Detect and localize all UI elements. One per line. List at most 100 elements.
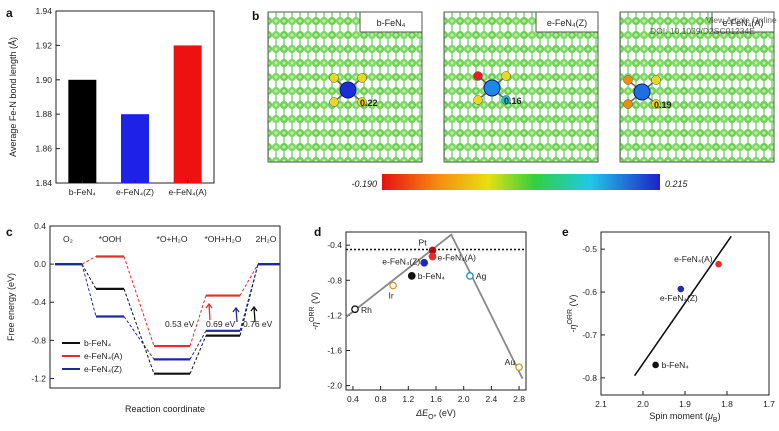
x-tick-label: 2.0 — [458, 394, 470, 404]
connector — [81, 256, 97, 265]
x-tick-label: 1.9 — [679, 399, 691, 409]
watermark-line: View Article Online — [706, 15, 777, 25]
n-atom — [623, 75, 633, 85]
connector — [123, 256, 155, 347]
point-label: e-FeN₄(A) — [674, 254, 713, 264]
data-point — [515, 363, 523, 372]
point-label: Ag — [476, 271, 487, 281]
step-label: O₂ — [63, 234, 73, 244]
n-atom — [329, 97, 339, 107]
barrier-arrowhead — [250, 305, 258, 312]
panel-label-a: a — [6, 6, 13, 20]
spin-correlation-plot-e: 2.1 2.0 1.9 1.8 1.7 -0.5 -0.6 -0.7 -0.8 e-FeN₄(A)… — [567, 231, 775, 424]
x-tick-label: e-FeN₄(A) — [168, 187, 207, 197]
x-tick-label: 1.2 — [402, 394, 414, 404]
y-tick-label: -0.8 — [582, 373, 597, 383]
barrier-label: 0.53 eV — [165, 319, 195, 329]
barrier-arrowhead — [232, 306, 240, 313]
x-tick-label: 2.4 — [485, 394, 497, 404]
data-point — [715, 260, 722, 268]
barrier-label: 0.76 eV — [243, 319, 273, 329]
colorbar-min: -0.190 — [351, 179, 377, 189]
bar — [121, 114, 149, 183]
point-label: b-FeN₄ — [418, 271, 446, 281]
n-atom — [473, 71, 483, 81]
x-tick-label: 1.7 — [763, 399, 775, 409]
y-axis-label: Free energy (eV) — [6, 273, 16, 341]
y-tick-label: -0.8 — [327, 275, 342, 285]
bar — [173, 45, 202, 184]
plot-frame — [49, 225, 281, 389]
x-tick-label: 2.8 — [513, 394, 525, 404]
data-point — [389, 281, 397, 290]
panel-label-b: b — [252, 9, 259, 23]
n-atom — [651, 75, 661, 85]
y-axis-label: -ηORR (V) — [567, 294, 578, 332]
y-tick-label: -0.7 — [582, 330, 597, 340]
legend-label: e-FeN₄(Z) — [84, 364, 122, 374]
free-energy-diagram-c: 0.4 0.0 -0.4 -0.8 -1.2 O₂ *OOH *O+H₂O *OH+H₂O 2H₂… — [6, 221, 281, 414]
point-label: e-FeN₄(Z) — [382, 257, 420, 267]
connector — [123, 316, 155, 360]
structure-label: e-FeN₄(A) — [723, 18, 764, 28]
watermark-line: DOI: 10.1039/D2SC01234E — [650, 26, 755, 36]
y-tick-label: 1.90 — [35, 75, 52, 85]
colorbar — [382, 174, 660, 190]
y-tick-label: -0.5 — [582, 244, 597, 254]
structure-label-box — [711, 11, 775, 33]
structure-label-box — [359, 11, 423, 33]
point-label: Au — [505, 357, 516, 367]
y-tick-label: 1.86 — [35, 144, 52, 154]
step-label: *O+H₂O — [157, 234, 188, 244]
panel-label-e: e — [562, 225, 569, 239]
x-tick-label: 2.0 — [637, 399, 649, 409]
point-label: Ir — [388, 291, 393, 301]
step-label: 2H₂O — [256, 234, 277, 244]
point-label: Pt — [419, 237, 428, 247]
n-atom — [329, 73, 339, 83]
data-point — [652, 361, 659, 369]
legend-label: b-FeN₄ — [84, 338, 112, 348]
point-label: Rh — [361, 305, 372, 315]
data-point — [420, 258, 429, 267]
y-tick-label: 1.84 — [35, 178, 52, 188]
point-label: b-FeN₄ — [662, 360, 690, 370]
data-point — [351, 305, 359, 314]
n-atom — [501, 95, 511, 105]
n-atom — [357, 73, 367, 83]
charge-density-maps-b: 0.22 b-FeN₄ 0.16 e-FeN₄(Z) 0.19 e-FeN₄(A) -0.1… — [267, 11, 777, 190]
volcano-line — [345, 233, 524, 379]
panel-label-d: d — [314, 225, 321, 239]
volcano-plot-d: 0.4 0.8 1.2 1.6 2.0 2.4 2.8 -0.4 -0.8 -1.2 -1.6 -2.… — [309, 231, 527, 421]
connector — [81, 263, 97, 317]
step-label: *OH+H₂O — [204, 234, 241, 244]
colorbar-max: 0.215 — [665, 179, 689, 189]
structure-frame — [443, 11, 599, 163]
y-tick-label: 0.4 — [34, 221, 46, 231]
n-atom — [473, 95, 483, 105]
y-tick-label: -0.8 — [31, 335, 46, 345]
x-axis-label: Reaction coordinate — [125, 404, 205, 414]
x-tick-label: 1.6 — [430, 394, 442, 404]
x-axis-label: Spin moment (μB) — [649, 411, 720, 424]
y-tick-label: 1.92 — [35, 40, 52, 50]
x-tick-label: 1.8 — [721, 399, 733, 409]
x-tick-label: b-FeN₄ — [69, 187, 97, 197]
point-label: e-FeN₄(Z) — [660, 293, 698, 303]
fit-line — [633, 235, 732, 377]
structure-label: b-FeN₄ — [377, 18, 406, 28]
data-point — [428, 246, 437, 255]
fe-atom — [483, 79, 501, 97]
connector — [239, 263, 259, 296]
y-tick-label: -0.4 — [31, 297, 46, 307]
y-tick-label: -0.4 — [327, 240, 342, 250]
charge-value: 0.19 — [654, 100, 672, 110]
barrier-arrow — [235, 307, 238, 323]
n-atom — [357, 97, 367, 107]
y-tick-label: 1.88 — [35, 109, 52, 119]
y-tick-label: 1.94 — [35, 6, 52, 16]
y-tick-label: -0.6 — [582, 287, 597, 297]
bar-chart-a: 1.84 1.86 1.88 1.90 1.92 1.94 b-FeN₄ e-FeN₄(Z) e… — [8, 6, 215, 197]
x-tick-label: 0.4 — [347, 394, 359, 404]
